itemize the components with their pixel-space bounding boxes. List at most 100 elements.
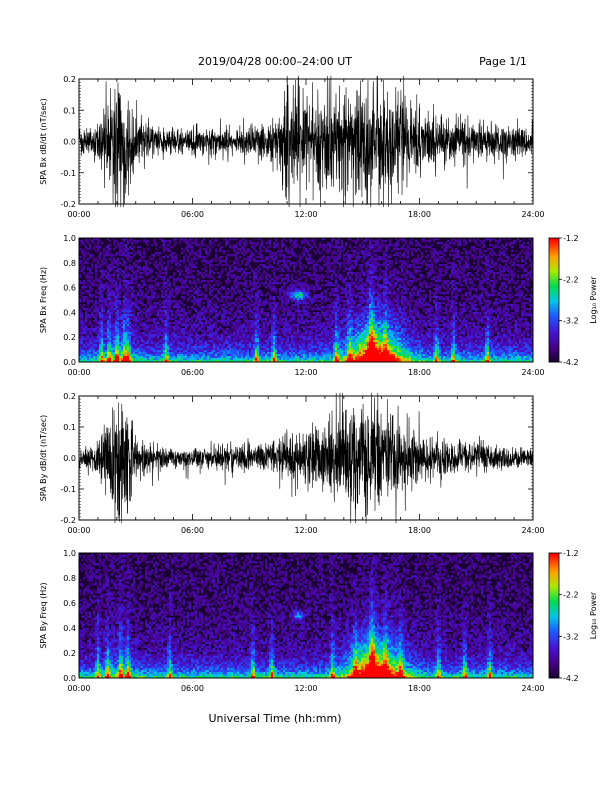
spectrogram-cell [167,312,170,315]
spectrogram-cell [275,280,278,283]
spectrogram-cell [281,286,284,289]
spectrogram-cell [79,316,82,319]
spectrogram-cell [133,308,136,311]
spectrogram-cell [209,354,212,357]
spectrogram-cell [177,300,180,303]
spectrogram-cell [205,256,208,259]
spectrogram-cell [105,252,108,255]
spectrogram-cell [181,316,184,319]
spectrogram-cell [197,300,200,303]
spectrogram-cell [117,296,120,299]
spectrogram-cell [177,360,180,363]
spectrogram-cell [111,286,114,289]
spectrogram-cell [145,358,148,361]
spectrogram-cell [211,338,214,341]
spectrogram-cell [161,240,164,243]
spectrogram-cell [289,298,292,301]
spectrogram-cell [269,264,272,267]
spectrogram-cell [79,298,82,301]
spectrogram-cell [101,264,104,267]
spectrogram-cell [183,262,186,265]
spectrogram-cell [159,340,162,343]
spectrogram-cell [169,334,172,337]
spectrogram-cell [179,326,182,329]
spectrogram-cell [141,318,144,321]
spectrogram-cell [235,348,238,351]
spectrogram-cell [253,330,256,333]
spectrogram-cell [115,306,118,309]
spectrogram-cell [141,354,144,357]
spectrogram-cell [129,246,132,249]
spectrogram-cell [207,280,210,283]
spectrogram-cell [231,308,234,311]
spectrogram-cell [103,358,106,361]
spectrogram-cell [273,260,276,263]
spectrogram-cell [281,274,284,277]
spectrogram-cell [199,316,202,319]
spectrogram-cell [259,328,262,331]
spectrogram-cell [147,292,150,295]
spectrogram-cell [129,342,132,345]
spectrogram-cell [181,308,184,311]
spectrogram-cell [213,316,216,319]
spectrogram-cell [129,338,132,341]
spectrogram-cell [245,356,248,359]
spectrogram-cell [129,334,132,337]
spectrogram-cell [273,358,276,361]
spectrogram-cell [263,318,266,321]
spectrogram-cell [245,330,248,333]
spectrogram-cell [239,270,242,273]
spectrogram-cell [97,248,100,251]
spectrogram-cell [135,260,138,263]
spectrogram-cell [243,288,246,291]
spectrogram-cell [203,256,206,259]
spectrogram-cell [105,338,108,341]
spectrogram-cell [91,278,94,281]
spectrogram-cell [95,338,98,341]
spectrogram-cell [215,238,218,241]
spectrogram-cell [187,342,190,345]
spectrogram-cell [89,358,92,361]
spectrogram-cell [85,282,88,285]
spectrogram-cell [175,242,178,245]
spectrogram-cell [191,350,194,353]
spectrogram-cell [233,260,236,263]
spectrogram-cell [137,356,140,359]
spectrogram-cell [139,302,142,305]
spectrogram-cell [103,278,106,281]
spectrogram-cell [219,292,222,295]
spectrogram-cell [97,302,100,305]
spectrogram-cell [277,344,280,347]
spectrogram-cell [219,276,222,279]
spectrogram-cell [149,286,152,289]
spectrogram-cell [169,304,172,307]
spectrogram-cell [165,316,168,319]
spectrogram-cell [137,344,140,347]
spectrogram-cell [119,282,122,285]
spectrogram-cell [253,284,256,287]
spectrogram-cell [243,318,246,321]
spectrogram-cell [79,326,82,329]
spectrogram-cell [175,330,178,333]
spectrogram-cell [257,360,260,363]
spectrogram-cell [253,274,256,277]
spectrogram-cell [189,358,192,361]
spectrogram-cell [219,274,222,277]
spectrogram-cell [119,324,122,327]
spectrogram-cell [271,282,274,285]
spectrogram-cell [115,332,118,335]
spectrogram-cell [113,238,116,241]
spectrogram-cell [235,328,238,331]
spectrogram-cell [257,306,260,309]
spectrogram-cell [145,348,148,351]
spectrogram-cell [113,338,116,341]
x-tick-label: 18:00 [408,368,431,377]
spectrogram-cell [147,326,150,329]
spectrogram-cell [285,342,288,345]
spectrogram-cell [243,342,246,345]
spectrogram-cell [181,356,184,359]
spectrogram-cell [129,298,132,301]
spectrogram-cell [245,328,248,331]
spectrogram-cell [233,322,236,325]
spectrogram-cell [101,242,104,245]
